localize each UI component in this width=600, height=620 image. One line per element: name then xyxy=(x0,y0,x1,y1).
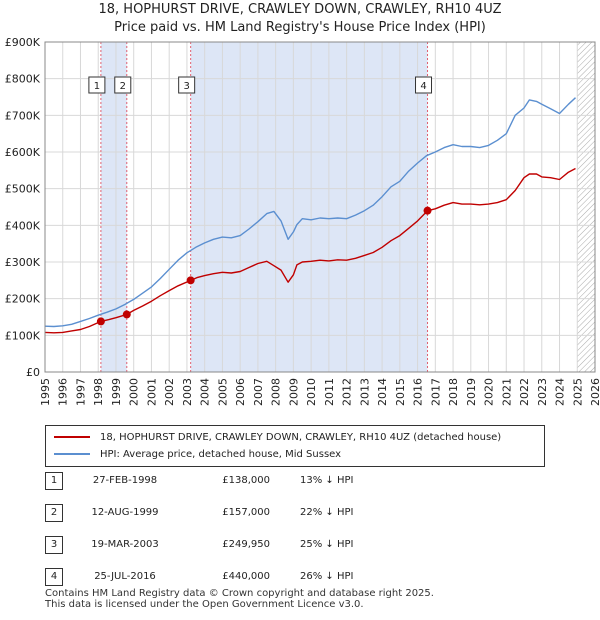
sale-price: £249,950 xyxy=(222,539,270,550)
x-tick-label: 2024 xyxy=(554,378,567,406)
y-tick-label: £200K xyxy=(5,293,41,306)
y-tick-label: £300K xyxy=(5,256,41,269)
sale-label-box-2 xyxy=(114,76,132,94)
sale-hpi-diff: 22% ↓ HPI xyxy=(300,507,354,518)
sale-number: 2 xyxy=(45,504,63,522)
sale-label-box-3 xyxy=(178,76,196,94)
sale-row: 4 25-JUL-2016 £440,000 26% ↓ HPI xyxy=(45,568,565,588)
x-tick-label: 2011 xyxy=(323,378,336,406)
footer-licence: This data is licensed under the Open Gov… xyxy=(45,599,364,610)
x-tick-label: 2005 xyxy=(216,378,229,406)
x-tick-label: 2022 xyxy=(518,378,531,406)
x-tick-label: 2020 xyxy=(483,378,496,406)
x-tick-label: 1996 xyxy=(57,378,70,406)
x-tick-label: 2012 xyxy=(341,378,354,406)
x-tick-label: 2021 xyxy=(500,378,513,406)
property-price-line xyxy=(44,167,576,334)
y-tick-label: £0 xyxy=(26,366,40,379)
y-tick-label: £900K xyxy=(5,36,41,49)
x-tick-label: 2000 xyxy=(128,378,141,406)
sale-hpi-diff: 13% ↓ HPI xyxy=(300,475,354,486)
x-tick-label: 2017 xyxy=(429,378,442,406)
x-tick-label: 1998 xyxy=(92,378,105,406)
sale-number: 4 xyxy=(45,568,63,586)
legend: 18, HOPHURST DRIVE, CRAWLEY DOWN, CRAWLE… xyxy=(45,425,545,467)
sale-date: 19-MAR-2003 xyxy=(91,539,159,550)
sale-point-4 xyxy=(423,206,432,215)
sale-date: 25-JUL-2016 xyxy=(94,571,156,582)
legend-swatch-hpi xyxy=(54,453,90,455)
sale-label-3: 3 xyxy=(183,81,189,92)
sale-row: 3 19-MAR-2003 £249,950 25% ↓ HPI xyxy=(45,536,565,556)
x-tick-label: 2023 xyxy=(536,378,549,406)
x-tick-label: 2007 xyxy=(252,378,265,406)
plot-border xyxy=(44,41,596,373)
x-tick-label: 2008 xyxy=(270,378,283,406)
sale-label-4: 4 xyxy=(420,81,426,92)
sale-hpi-diff: 26% ↓ HPI xyxy=(300,571,354,582)
ownership-shade-2 xyxy=(190,42,428,372)
x-tick-label: 2013 xyxy=(358,378,371,406)
y-tick-label: £600K xyxy=(5,146,41,159)
sale-label-2: 2 xyxy=(120,81,126,92)
x-tick-label: 2025 xyxy=(571,378,584,406)
x-tick-label: 2004 xyxy=(199,378,212,406)
sale-price: £138,000 xyxy=(222,475,270,486)
x-tick-label: 2003 xyxy=(181,378,194,406)
y-tick-label: £400K xyxy=(5,219,41,232)
sale-price: £440,000 xyxy=(222,571,270,582)
x-tick-label: 2015 xyxy=(394,378,407,406)
hpi-line xyxy=(44,97,576,328)
x-tick-label: 2019 xyxy=(465,378,478,406)
x-tick-label: 1995 xyxy=(39,378,52,406)
footer-copyright: Contains HM Land Registry data © Crown c… xyxy=(45,588,434,599)
y-tick-label: £700K xyxy=(5,109,41,122)
x-tick-label: 2006 xyxy=(234,378,247,406)
legend-label-property: 18, HOPHURST DRIVE, CRAWLEY DOWN, CRAWLE… xyxy=(100,431,502,443)
y-tick-label: £500K xyxy=(5,183,41,196)
sale-price: £157,000 xyxy=(222,507,270,518)
forecast-hatch xyxy=(577,42,595,372)
x-tick-label: 2002 xyxy=(163,378,176,406)
sale-label-box-4 xyxy=(415,76,433,94)
footer: Contains HM Land Registry data © Crown c… xyxy=(45,588,434,610)
sale-number: 3 xyxy=(45,536,63,554)
x-tick-label: 2016 xyxy=(412,378,425,406)
x-tick-label: 2018 xyxy=(447,378,460,406)
legend-swatch-property xyxy=(54,436,90,438)
sale-point-1 xyxy=(96,317,105,326)
sale-number: 1 xyxy=(45,472,63,490)
legend-label-hpi: HPI: Average price, detached house, Mid … xyxy=(100,448,342,460)
legend-item-hpi: HPI: Average price, detached house, Mid … xyxy=(54,447,341,461)
sale-label-box-1 xyxy=(88,76,106,94)
price-chart: £0 £100K £200K £300K £400K £500K £600K £700K £80… xyxy=(5,36,600,406)
y-tick-label: £800K xyxy=(5,73,41,86)
sale-date: 12-AUG-1999 xyxy=(91,507,159,518)
sale-point-3 xyxy=(186,276,195,285)
x-tick-label: 2014 xyxy=(376,378,389,406)
sale-hpi-diff: 25% ↓ HPI xyxy=(300,539,354,550)
x-tick-label: 1997 xyxy=(74,378,87,406)
ownership-shade-1 xyxy=(100,42,127,372)
x-tick-label: 2010 xyxy=(305,378,318,406)
y-tick-label: £100K xyxy=(5,329,41,342)
sale-row: 1 27-FEB-1998 £138,000 13% ↓ HPI xyxy=(45,472,565,492)
x-tick-label: 2001 xyxy=(145,378,158,406)
x-tick-label: 2026 xyxy=(589,378,600,406)
sale-label-1: 1 xyxy=(94,81,100,92)
legend-item-property: 18, HOPHURST DRIVE, CRAWLEY DOWN, CRAWLE… xyxy=(54,430,501,444)
sale-point-2 xyxy=(122,310,131,319)
sale-date: 27-FEB-1998 xyxy=(92,475,158,486)
chart-subtitle: Price paid vs. HM Land Registry's House … xyxy=(114,20,486,35)
sale-row: 2 12-AUG-1999 £157,000 22% ↓ HPI xyxy=(45,504,565,524)
x-tick-label: 1999 xyxy=(110,378,123,406)
x-tick-label: 2009 xyxy=(287,378,300,406)
chart-title: 18, HOPHURST DRIVE, CRAWLEY DOWN, CRAWLE… xyxy=(98,2,502,17)
